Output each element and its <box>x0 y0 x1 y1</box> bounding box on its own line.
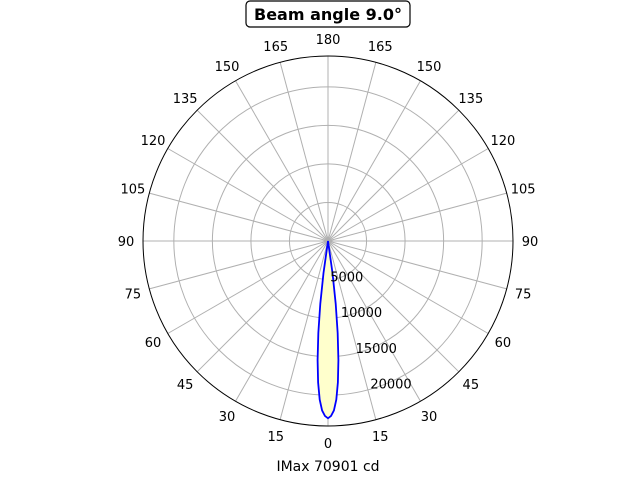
polar-grid <box>143 56 513 426</box>
angle-tick-label: 30 <box>219 410 236 425</box>
angle-tick-label: 165 <box>263 40 288 55</box>
radial-tick-labels: 5000 10000 15000 20000 <box>330 271 411 393</box>
angle-tick-label: 90 <box>522 235 539 250</box>
angular-grid-line <box>235 240 329 402</box>
angle-tick-label: 30 <box>421 410 438 425</box>
chart-title: Beam angle 9.0° <box>254 5 402 24</box>
angle-tick-label: 135 <box>173 92 198 107</box>
angular-grid-line <box>327 109 460 242</box>
angle-tick-label: 0 <box>324 437 332 452</box>
radial-tick-label: 10000 <box>341 306 382 321</box>
radial-tick-label: 5000 <box>330 271 363 286</box>
series-line <box>316 240 340 420</box>
angle-tick-label: 120 <box>141 134 166 149</box>
angle-tick-label: 15 <box>267 430 284 445</box>
angle-tick-label: 105 <box>120 183 145 198</box>
angle-tick-label: 15 <box>372 430 389 445</box>
angular-grid-line <box>196 109 329 242</box>
series-layer <box>316 240 340 420</box>
x-axis-label: IMax 70901 cd <box>276 459 379 475</box>
angular-grid-line <box>196 240 329 373</box>
angle-tick-label: 60 <box>495 336 512 351</box>
angle-tick-label: 120 <box>491 134 516 149</box>
radial-tick-label: 20000 <box>370 377 411 392</box>
radial-tick-label: 15000 <box>356 342 397 357</box>
angular-grid-line <box>167 148 329 242</box>
angle-tick-label: 150 <box>417 60 442 75</box>
angle-tick-label: 60 <box>145 336 162 351</box>
angular-grid-line <box>327 80 421 242</box>
angle-tick-label: 45 <box>177 378 194 393</box>
angle-tick-label: 135 <box>458 92 483 107</box>
angle-tick-label: 150 <box>215 60 240 75</box>
angle-tick-label: 75 <box>515 287 532 302</box>
angle-tick-label: 45 <box>463 378 480 393</box>
angle-tick-label: 165 <box>368 40 393 55</box>
angular-grid-line <box>327 148 489 242</box>
angle-tick-label: 180 <box>316 33 341 48</box>
angular-grid-line <box>167 240 329 334</box>
title-box <box>245 0 411 28</box>
angle-tick-label: 75 <box>125 287 142 302</box>
polar-frame <box>142 55 514 427</box>
angular-grid-line <box>235 80 329 242</box>
angle-tick-labels: 0 15 30 45 60 75 90 105 120 135 150 165 180 165 150 135… <box>118 33 539 452</box>
angle-tick-label: 105 <box>511 183 536 198</box>
angle-tick-label: 90 <box>118 235 135 250</box>
